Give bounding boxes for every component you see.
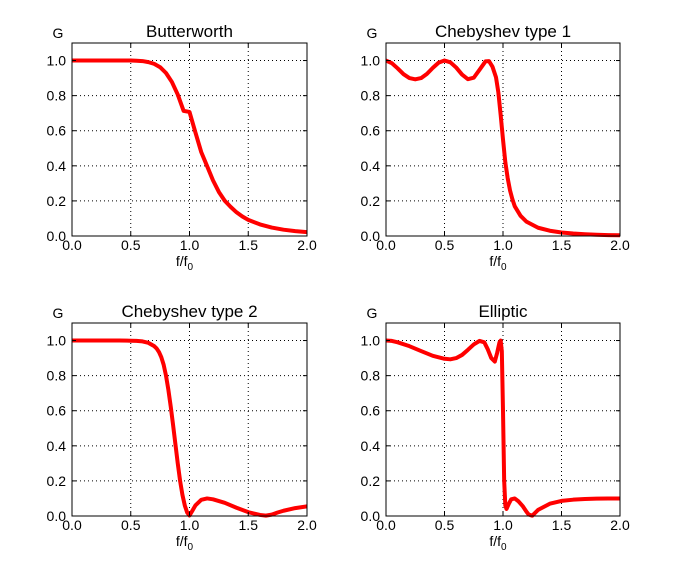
y-tick-label: 1.0 (47, 333, 67, 349)
x-tick-label: 1.5 (239, 237, 259, 253)
y-tick-label: 0.2 (47, 473, 67, 489)
x-tick-label: 0.0 (62, 237, 82, 253)
y-tick-label: 0.4 (361, 438, 381, 454)
plot-title: Chebyshev type 1 (435, 22, 571, 41)
subplot-chebyshev-type-1: 0.0 0.5 1.0 1.5 2.0 0.0 0.2 0.4 0.6 0.8 1.0 Chebysh… (361, 22, 630, 273)
x-axis-label: f/f0 (489, 253, 507, 273)
x-tick-label: 1.0 (493, 237, 513, 253)
x-tick-label: 1.5 (552, 517, 572, 533)
x-tick-label: 1.0 (180, 237, 200, 253)
x-tick-label: 2.0 (610, 237, 630, 253)
y-tick-label: 0.6 (47, 123, 67, 139)
y-tick-label: 0.2 (361, 473, 381, 489)
x-tick-label: 2.0 (297, 237, 317, 253)
y-tick-label: 1.0 (47, 53, 67, 69)
x-tick-label: 2.0 (297, 517, 317, 533)
y-tick-label: 1.0 (361, 53, 381, 69)
x-tick-label: 1.0 (493, 517, 513, 533)
plot-title: Chebyshev type 2 (121, 302, 257, 321)
response-curve (72, 338, 307, 518)
y-tick-label: 0.4 (47, 438, 67, 454)
x-tick-label: 0.5 (121, 517, 141, 533)
y-tick-label: 0.8 (361, 368, 381, 384)
y-tick-label: 0.0 (361, 508, 381, 524)
x-tick-label: 1.5 (239, 517, 259, 533)
y-tick-label: 0.4 (47, 158, 67, 174)
y-tick-label: 1.0 (361, 333, 381, 349)
y-tick-label: 0.8 (47, 368, 67, 384)
x-axis-label: f/f0 (176, 253, 194, 273)
y-tick-label: 0.6 (47, 403, 67, 419)
plot-title: Butterworth (146, 22, 233, 41)
y-tick-label: 0.2 (47, 193, 67, 209)
response-curve (386, 338, 620, 518)
x-tick-label: 1.0 (180, 517, 200, 533)
x-tick-label: 0.0 (376, 237, 396, 253)
x-tick-label: 0.5 (121, 237, 141, 253)
y-tick-label: 0.0 (47, 228, 67, 244)
response-curve (72, 58, 307, 235)
y-tick-label: 0.6 (361, 123, 381, 139)
x-axis-label: f/f0 (176, 533, 194, 553)
y-tick-label: 0.8 (361, 88, 381, 104)
y-tick-label: 0.8 (47, 88, 67, 104)
x-tick-label: 0.0 (376, 517, 396, 533)
plot-title: Elliptic (478, 302, 528, 321)
y-tick-label: 0.0 (361, 228, 381, 244)
y-tick-label: 0.6 (361, 403, 381, 419)
y-tick-label: 0.0 (47, 508, 67, 524)
y-axis-label: G (367, 25, 378, 41)
x-tick-label: 0.5 (435, 517, 455, 533)
x-axis-label: f/f0 (489, 533, 507, 553)
y-axis-label: G (53, 305, 64, 321)
response-curve (386, 58, 620, 238)
y-tick-label: 0.4 (361, 158, 381, 174)
x-tick-label: 0.0 (62, 517, 82, 533)
subplot-chebyshev-type-2: 0.0 0.5 1.0 1.5 2.0 0.0 0.2 0.4 0.6 0.8 1.0 Chebysh… (47, 302, 317, 553)
subplot-elliptic: 0.0 0.5 1.0 1.5 2.0 0.0 0.2 0.4 0.6 0.8 1.0 Ellipti… (361, 302, 630, 553)
y-axis-label: G (53, 25, 64, 41)
y-axis-label: G (367, 305, 378, 321)
x-tick-label: 1.5 (552, 237, 572, 253)
x-tick-label: 0.5 (435, 237, 455, 253)
x-tick-label: 2.0 (610, 517, 630, 533)
y-tick-label: 0.2 (361, 193, 381, 209)
subplot-butterworth: 0.0 0.5 1.0 1.5 2.0 0.0 0.2 0.4 0.6 0.8 1.0 Butterw… (47, 22, 317, 273)
